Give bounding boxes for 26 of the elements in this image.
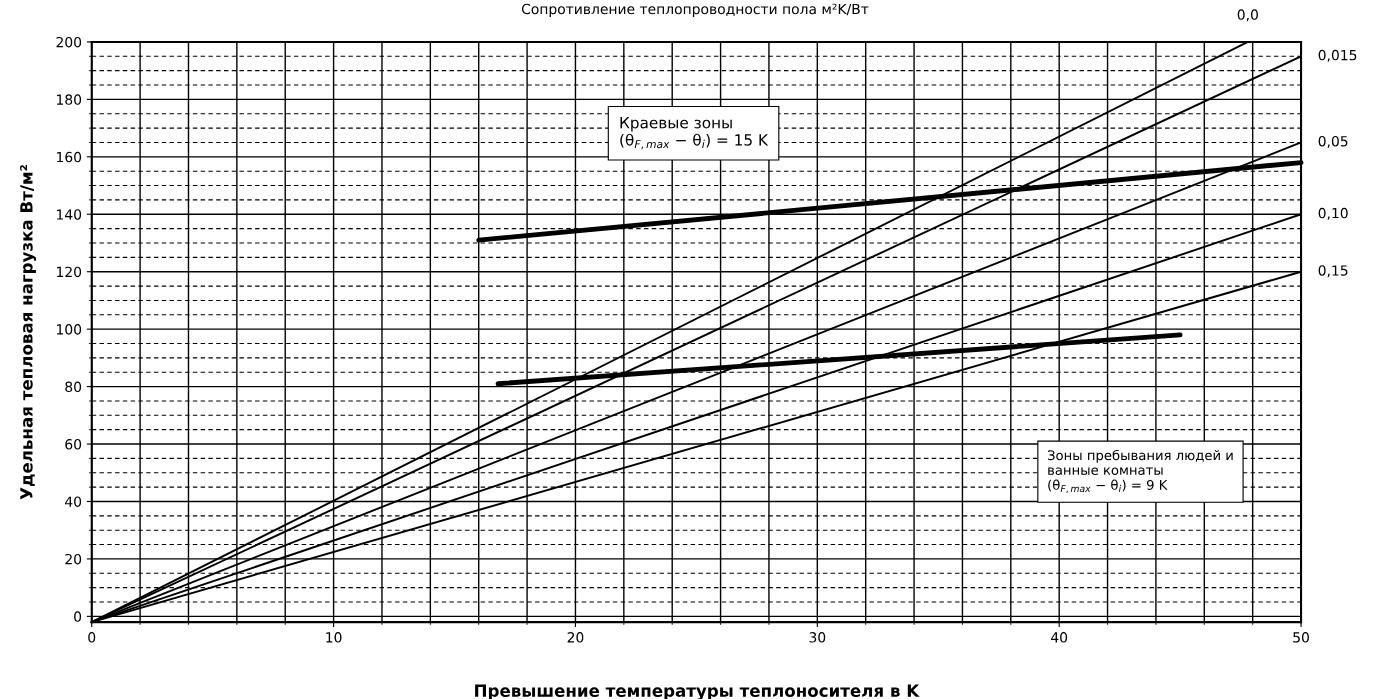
y-tick-label: 80 (65, 381, 82, 393)
x-tick-label: 0 (88, 632, 96, 643)
y-tick-label: 180 (57, 94, 82, 105)
x-tick-label: 10 (326, 632, 342, 643)
annotation: Краевые зоны (θ$_{F,max}$ − θ$_{i}$) = 15 K (620, 117, 769, 150)
series-label: 0,10 (1318, 207, 1348, 220)
chart-title: Сопротивление теплопроводности пола м²K/Вт (521, 3, 869, 17)
y-tick-label: 20 (65, 553, 82, 565)
y-tick-label: 200 (56, 36, 82, 48)
y-tick-label: 120 (57, 266, 82, 278)
y-tick-label: 60 (65, 439, 82, 450)
series-label: 0,0 (1237, 9, 1258, 22)
series-label: 0,15 (1318, 265, 1348, 278)
series-label: 0,05 (1318, 135, 1348, 148)
x-tick-label: 30 (809, 632, 826, 643)
x-tick-label: 40 (1051, 632, 1068, 643)
annotation: Зоны пребывания людей и ванные комнаты (θ$_{F,max}$ − θ$_{i}$) = 9 K (1047, 449, 1233, 493)
y-tick-label: 140 (57, 209, 82, 220)
y-tick-label: 0 (74, 611, 82, 622)
y-tick-label: 40 (65, 496, 82, 507)
x-tick-label: 20 (567, 632, 584, 643)
series-label: 0,015 (1318, 49, 1357, 62)
y-axis-title: Удельная тепловая нагрузка Вт/м² (20, 165, 37, 500)
y-tick-label: 160 (57, 151, 82, 163)
x-tick-label: 50 (1293, 632, 1309, 643)
y-tick-label: 100 (57, 324, 82, 335)
